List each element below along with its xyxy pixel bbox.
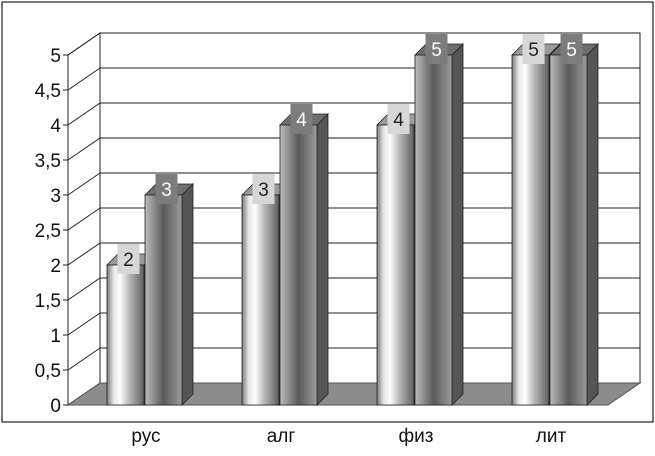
y-tick-label: 1,5 <box>35 291 61 312</box>
y-tick-label: 4 <box>50 116 61 137</box>
data-label: 3 <box>161 180 172 201</box>
bar-front <box>549 54 588 406</box>
bar-рус-s2: 3 <box>144 174 194 406</box>
bar-front <box>279 124 318 406</box>
bar-front <box>414 54 453 406</box>
bars: 2 3 3 4 4 5 5 5 <box>106 34 599 406</box>
y-tick-label: 3 <box>50 186 61 207</box>
bar-side <box>586 43 599 406</box>
gridline <box>67 32 101 56</box>
data-label-bg <box>522 34 545 64</box>
bar-side <box>316 113 329 406</box>
gridline <box>67 347 101 371</box>
gridline <box>67 242 101 266</box>
data-label-bg <box>560 34 583 64</box>
data-label: 3 <box>258 180 269 201</box>
data-label-bg <box>252 174 275 204</box>
data-label-bg <box>155 174 178 204</box>
bar-лит-s2: 5 <box>549 34 599 406</box>
x-tick-label: рус <box>131 426 160 447</box>
x-tick-label: лит <box>536 426 567 447</box>
y-tick-label: 3,5 <box>35 151 61 172</box>
data-label-bg <box>425 34 448 64</box>
bar-front <box>144 194 183 406</box>
data-label: 4 <box>296 110 307 131</box>
bar-физ-s2: 5 <box>414 34 464 406</box>
bar-front <box>511 54 550 406</box>
x-axis: рус алг физ лит <box>131 426 566 447</box>
data-label: 5 <box>566 40 577 61</box>
data-label: 2 <box>123 250 134 271</box>
gridline <box>67 172 101 196</box>
y-tick-label: 2,5 <box>35 221 61 242</box>
bar-front <box>241 194 280 406</box>
gridline <box>67 312 101 336</box>
x-tick-label: физ <box>399 426 434 447</box>
data-label: 4 <box>393 110 404 131</box>
gridline <box>67 207 101 231</box>
bar-алг-s2: 4 <box>279 104 329 406</box>
y-tick-label: 4,5 <box>35 81 61 102</box>
data-label: 5 <box>431 40 442 61</box>
gridline <box>67 102 101 126</box>
bar-front <box>106 264 145 406</box>
bar-side <box>451 43 464 406</box>
x-tick-label: алг <box>267 426 296 447</box>
data-label-bg <box>117 244 140 274</box>
gridline <box>67 67 101 91</box>
bar-front <box>376 124 415 406</box>
bar-side <box>181 183 194 406</box>
data-label: 5 <box>528 40 539 61</box>
y-axis: 0 0,5 1 1,5 2 2,5 3 3,5 4 4,5 5 <box>35 46 68 417</box>
gridline <box>67 137 101 161</box>
gridline <box>67 277 101 301</box>
y-tick-label: 1 <box>50 326 61 347</box>
y-tick-label: 2 <box>50 256 61 277</box>
data-label-bg <box>290 104 313 134</box>
y-tick-label: 0 <box>50 396 61 417</box>
data-label-bg <box>387 104 410 134</box>
y-tick-label: 0,5 <box>35 361 61 382</box>
y-tick-label: 5 <box>50 46 61 67</box>
